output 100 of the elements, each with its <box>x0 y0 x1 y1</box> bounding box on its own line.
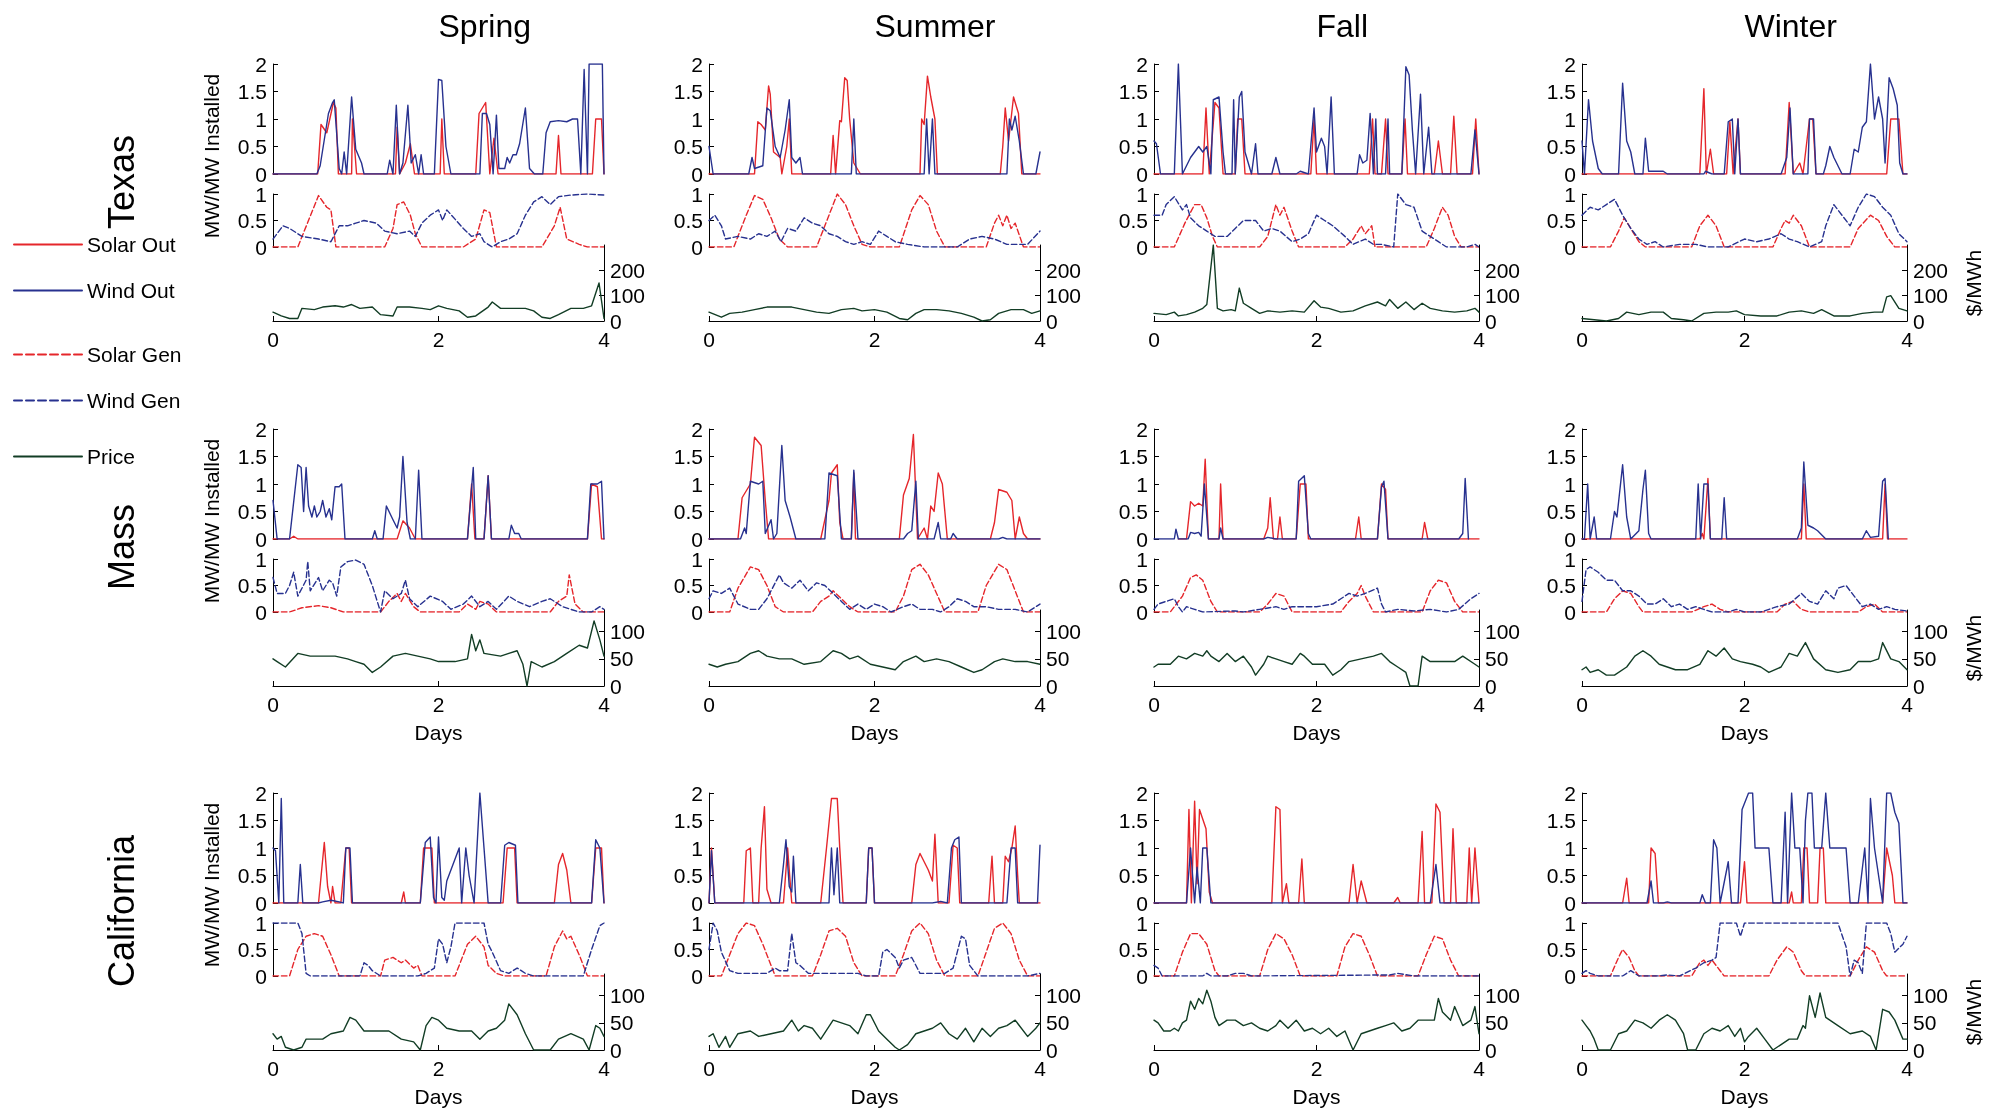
y-tick-label: 1 <box>255 472 267 496</box>
y-tick-label: 1 <box>1136 107 1148 131</box>
x-axis-title: Days <box>1720 1085 1769 1108</box>
line-series <box>708 214 1041 248</box>
y-tick-label: 2 <box>255 417 267 441</box>
y-tick-label: 1 <box>1564 836 1576 860</box>
y-tick-label: 1 <box>1136 472 1148 496</box>
line-series <box>1581 922 1908 977</box>
line-series <box>1581 63 1908 175</box>
line-series <box>1153 574 1480 613</box>
y-tick-label: 0.5 <box>237 574 267 597</box>
y-tick-label: 0 <box>1913 1038 1925 1062</box>
y-tick-label: 0.5 <box>1546 209 1576 232</box>
x-tick-label: 2 <box>432 693 445 716</box>
y-axis-title: MW/MW Installed <box>199 802 223 968</box>
line-series <box>1581 566 1908 613</box>
y-tick-label: 0 <box>255 964 267 988</box>
y-tick-label: 100 <box>610 984 646 1008</box>
y-tick-label: 0 <box>1485 309 1497 333</box>
y-tick-label: 1 <box>255 107 267 131</box>
line-series <box>1581 946 1908 977</box>
y-tick-label: 0 <box>691 964 703 988</box>
y-tick-label: 0.5 <box>673 574 703 597</box>
y-tick-label: 0 <box>1564 600 1576 624</box>
y-tick-label: 1.5 <box>1118 445 1148 468</box>
y-tick-label: 2 <box>1564 52 1576 76</box>
y-tick-label: 0 <box>1046 674 1058 698</box>
y-tick-label: 50 <box>1913 1011 1937 1035</box>
y-tick-label: 0.5 <box>673 938 703 961</box>
chart-title: Spring <box>438 8 531 44</box>
y-tick-label: 0.5 <box>1118 135 1148 158</box>
y-tick-label: 2 <box>1136 417 1148 441</box>
y-tick-label: 0 <box>610 1038 622 1062</box>
y-tick-label: 100 <box>1046 984 1082 1008</box>
y-tick-label: 1.5 <box>673 445 703 468</box>
text: Texas <box>100 134 142 230</box>
y-tick-label: 0.5 <box>673 135 703 158</box>
y-tick-label: 0.5 <box>1118 864 1148 887</box>
y-tick-label: 200 <box>610 258 646 282</box>
y-tick-label: 0.5 <box>1546 864 1576 887</box>
y-tick-label: 2 <box>1564 417 1576 441</box>
x-axis-title: Days <box>1720 721 1769 744</box>
y-tick-label: 2 <box>691 417 703 441</box>
x-tick-label: 4 <box>598 328 611 351</box>
x-axis-title: Days <box>1292 1085 1341 1108</box>
y-tick-label: 1 <box>1564 107 1576 131</box>
y-tick-label: 1.5 <box>237 80 267 103</box>
y-tick-label: 100 <box>1046 284 1082 308</box>
x-tick-label: 2 <box>1738 1057 1751 1080</box>
y-tick-label: 0 <box>610 674 622 698</box>
x-tick-label: 2 <box>868 328 881 351</box>
y-tick-label: 200 <box>1046 258 1082 282</box>
legend-label: Price <box>87 445 135 468</box>
line-series <box>272 455 605 540</box>
line-series <box>708 574 1041 613</box>
y-tick-label: 0 <box>610 309 622 333</box>
y-tick-label: 1 <box>1136 836 1148 860</box>
y-tick-label: 1.5 <box>237 809 267 832</box>
y-tick-label: 0 <box>1046 1038 1058 1062</box>
y-tick-label: 0.5 <box>1118 574 1148 597</box>
y-tick-label: 1.5 <box>1118 809 1148 832</box>
y-tick-label: 50 <box>610 647 634 671</box>
y-axis-title: $/MWh <box>1962 249 1985 317</box>
y-tick-label: 1 <box>691 472 703 496</box>
y-tick-label: 100 <box>610 284 646 308</box>
x-tick-label: 4 <box>1034 693 1047 716</box>
y-tick-label: 0 <box>1485 1038 1497 1062</box>
legend-label: Wind Gen <box>87 389 181 412</box>
y-tick-label: 0 <box>1564 235 1576 259</box>
line-series <box>708 563 1041 613</box>
y-tick-label: 0.5 <box>1118 209 1148 232</box>
y-tick-label: 100 <box>1913 620 1949 644</box>
text: Mass <box>100 503 142 591</box>
y-tick-label: 1.5 <box>1118 80 1148 103</box>
line-series <box>708 99 1041 175</box>
x-axis-title: Days <box>850 721 899 744</box>
x-tick-label: 4 <box>1034 328 1047 351</box>
y-tick-label: 0 <box>255 600 267 624</box>
x-tick-label: 2 <box>868 1057 881 1080</box>
y-tick-label: 0 <box>1046 309 1058 333</box>
x-tick-label: 4 <box>1473 693 1486 716</box>
y-tick-label: 0.5 <box>237 864 267 887</box>
y-tick-label: 2 <box>1136 52 1148 76</box>
y-tick-label: 0.5 <box>1546 574 1576 597</box>
x-tick-label: 2 <box>432 328 445 351</box>
y-tick-label: 2 <box>691 52 703 76</box>
chart-title: Fall <box>1316 8 1369 44</box>
y-tick-label: 2 <box>1564 781 1576 805</box>
x-axis-title: Days <box>414 1085 463 1108</box>
y-tick-label: 50 <box>610 1011 634 1035</box>
y-tick-label: 100 <box>1913 284 1949 308</box>
legend-label: Wind Out <box>87 279 175 302</box>
y-tick-label: 1.5 <box>237 445 267 468</box>
line-series <box>1153 964 1480 977</box>
y-tick-label: 200 <box>1485 258 1521 282</box>
chart-title: Winter <box>1744 8 1838 44</box>
x-tick-label: 4 <box>1901 328 1914 351</box>
line-series <box>1581 461 1890 540</box>
y-tick-label: 100 <box>1485 620 1521 644</box>
y-tick-label: 100 <box>1913 984 1949 1008</box>
